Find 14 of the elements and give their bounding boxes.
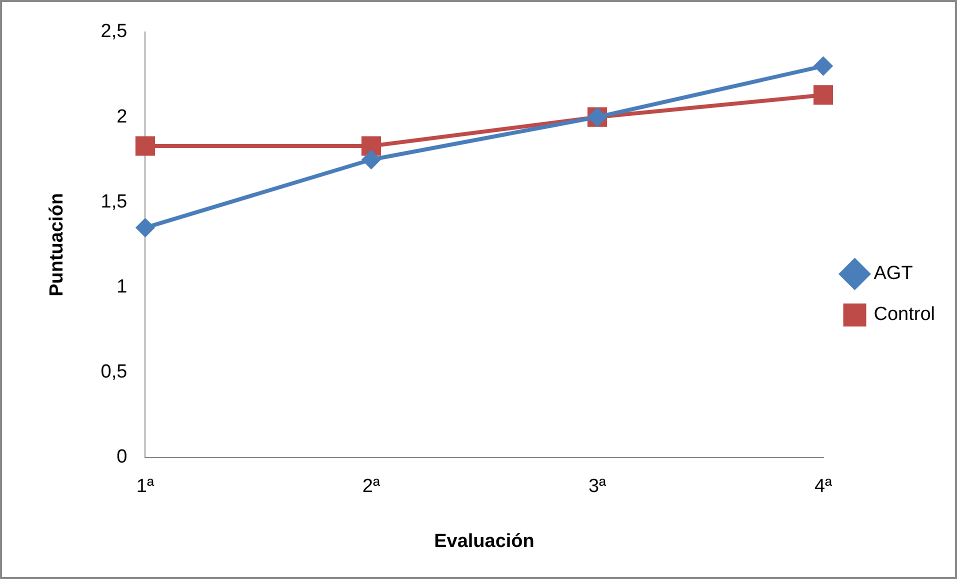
y-tick-label: 1 [116, 276, 128, 298]
y-tick-label: 2,5 [100, 21, 128, 42]
y-tick-label: 0,5 [100, 362, 128, 383]
y-axis-title: Puntuación [46, 192, 68, 296]
x-tick-label: 1ª [136, 476, 155, 498]
y-tick-label: 1,5 [100, 191, 128, 212]
x-tick-label: 2ª [362, 476, 381, 498]
y-tick-label: 2 [116, 106, 128, 128]
legend-label: AGT [874, 263, 914, 284]
legend-label: Control [874, 304, 935, 326]
y-tick-label: 0 [116, 446, 128, 468]
x-tick-label: 4ª [814, 476, 834, 498]
x-tick-label: 3ª [588, 476, 607, 498]
x-axis-title: Evaluación [434, 530, 534, 552]
